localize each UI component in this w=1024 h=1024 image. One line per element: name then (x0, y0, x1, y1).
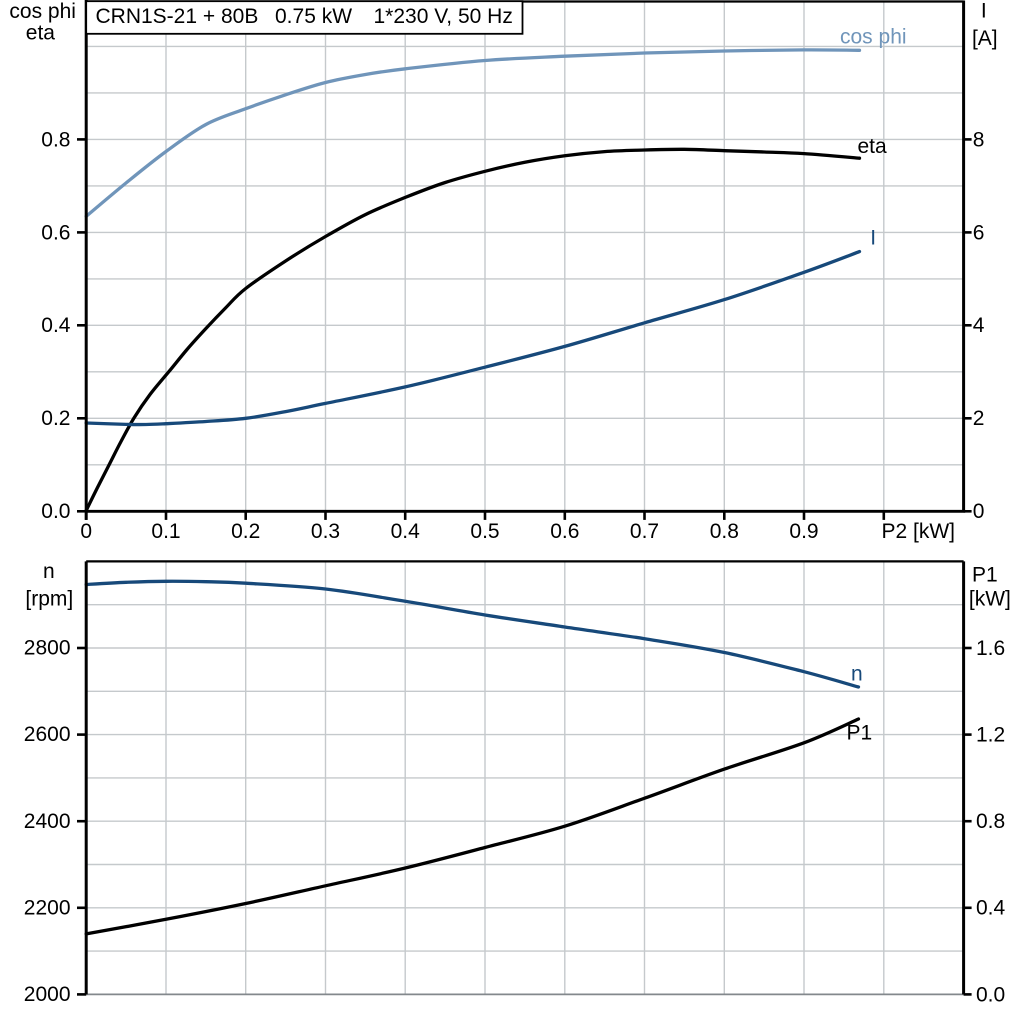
svg-text:cos phi: cos phi (9, 0, 76, 23)
svg-text:0.4: 0.4 (41, 314, 71, 337)
svg-text:0.1: 0.1 (151, 520, 180, 543)
svg-text:P1: P1 (847, 721, 873, 744)
svg-text:[A]: [A] (972, 27, 998, 50)
svg-text:P1: P1 (972, 563, 998, 586)
svg-text:0.2: 0.2 (41, 407, 70, 430)
svg-text:0.5: 0.5 (470, 520, 499, 543)
svg-text:2400: 2400 (24, 810, 71, 833)
svg-text:2200: 2200 (24, 896, 71, 919)
svg-text:eta: eta (26, 22, 56, 45)
svg-text:0.75 kW: 0.75 kW (275, 5, 352, 28)
svg-text:P2 [kW]: P2 [kW] (881, 520, 955, 543)
svg-text:n: n (851, 663, 863, 686)
svg-text:0: 0 (80, 520, 92, 543)
svg-text:8: 8 (973, 128, 985, 151)
svg-text:1*230 V, 50 Hz: 1*230 V, 50 Hz (374, 5, 513, 28)
svg-text:0.6: 0.6 (41, 221, 70, 244)
svg-text:2600: 2600 (24, 723, 71, 746)
svg-text:0.8: 0.8 (976, 810, 1005, 833)
svg-text:eta: eta (858, 135, 888, 158)
svg-text:0.8: 0.8 (710, 520, 739, 543)
svg-text:1.6: 1.6 (976, 637, 1005, 660)
svg-text:6: 6 (973, 221, 985, 244)
svg-text:cos phi: cos phi (840, 26, 907, 49)
svg-text:0.4: 0.4 (976, 897, 1006, 920)
svg-text:0.9: 0.9 (789, 520, 818, 543)
svg-text:2000: 2000 (24, 983, 71, 1006)
svg-text:0.0: 0.0 (976, 983, 1005, 1006)
svg-text:I: I (870, 227, 876, 250)
svg-text:0.8: 0.8 (41, 128, 70, 151)
svg-text:I: I (981, 0, 987, 23)
svg-text:0.7: 0.7 (630, 520, 659, 543)
svg-text:[rpm]: [rpm] (25, 588, 73, 611)
svg-text:4: 4 (973, 314, 985, 337)
svg-text:CRN1S-21 + 80B: CRN1S-21 + 80B (96, 5, 259, 28)
svg-text:2: 2 (973, 407, 985, 430)
svg-text:0.6: 0.6 (550, 520, 579, 543)
svg-text:0: 0 (973, 500, 985, 523)
svg-text:0.0: 0.0 (41, 500, 70, 523)
svg-text:2800: 2800 (24, 637, 71, 660)
svg-text:[kW]: [kW] (969, 587, 1011, 610)
svg-text:0.2: 0.2 (231, 520, 260, 543)
svg-text:0.4: 0.4 (391, 520, 421, 543)
svg-text:0.3: 0.3 (311, 520, 340, 543)
svg-text:1.2: 1.2 (976, 724, 1005, 747)
svg-text:n: n (43, 560, 55, 583)
